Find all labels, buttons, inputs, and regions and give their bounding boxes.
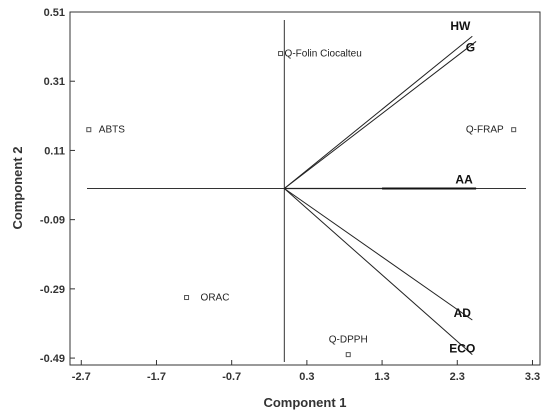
- point-label-q-dpph: Q-DPPH: [329, 335, 368, 346]
- point-abts: [86, 127, 92, 133]
- y-tick-label: 0.11: [44, 145, 65, 157]
- x-axis-title: Component 1: [263, 395, 346, 410]
- vector-label-g: G: [466, 40, 475, 54]
- x-tick-label: 3.3: [525, 371, 540, 383]
- y-tick-label: 0.51: [44, 7, 65, 19]
- vector-hw: [284, 35, 473, 189]
- point-label-q-folin-ciocalteu: Q-Folin Ciocalteu: [285, 49, 362, 60]
- point-label-orac: ORAC: [201, 293, 230, 304]
- vector-label-ad: AD: [454, 306, 472, 320]
- x-tick-label: 1.3: [374, 371, 389, 383]
- y-axis-ticks: 0.51 0.31 0.11 -0.09 -0.29 -0.49: [40, 7, 75, 365]
- scatter-points: Q-Folin Ciocalteu ABTS Q-FRAP ORAC Q-DPPH: [86, 49, 517, 358]
- x-axis-ticks: -2.7 -1.7 -0.7 0.3 1.3 2.3 3.3: [72, 360, 540, 383]
- vector-ad: [284, 188, 473, 321]
- point-q-folin-ciocalteu: [278, 51, 284, 57]
- y-tick-label: -0.49: [40, 353, 65, 365]
- point-q-frap: [511, 127, 517, 133]
- point-orac: [184, 295, 190, 301]
- vector-eco: [283, 188, 473, 355]
- y-tick-label: 0.31: [44, 76, 65, 88]
- x-tick-label: 0.3: [299, 371, 314, 383]
- loading-vectors: HW G AA AD ECO: [283, 19, 477, 356]
- vector-label-eco: ECO: [449, 342, 475, 356]
- x-tick-label: -0.7: [222, 371, 241, 383]
- point-label-q-frap: Q-FRAP: [466, 125, 504, 136]
- vector-label-hw: HW: [450, 19, 471, 33]
- vector-g: [284, 41, 477, 189]
- y-tick-label: -0.29: [40, 284, 65, 296]
- point-q-dpph: [345, 352, 351, 358]
- plot-frame: [69, 11, 541, 366]
- point-label-abts: ABTS: [99, 125, 125, 136]
- y-tick-label: -0.09: [40, 215, 65, 227]
- vector-label-aa: AA: [455, 173, 473, 187]
- x-tick-label: -2.7: [72, 371, 91, 383]
- x-tick-label: 2.3: [450, 371, 465, 383]
- x-tick-label: -1.7: [147, 371, 166, 383]
- y-axis-title: Component 2: [10, 146, 25, 229]
